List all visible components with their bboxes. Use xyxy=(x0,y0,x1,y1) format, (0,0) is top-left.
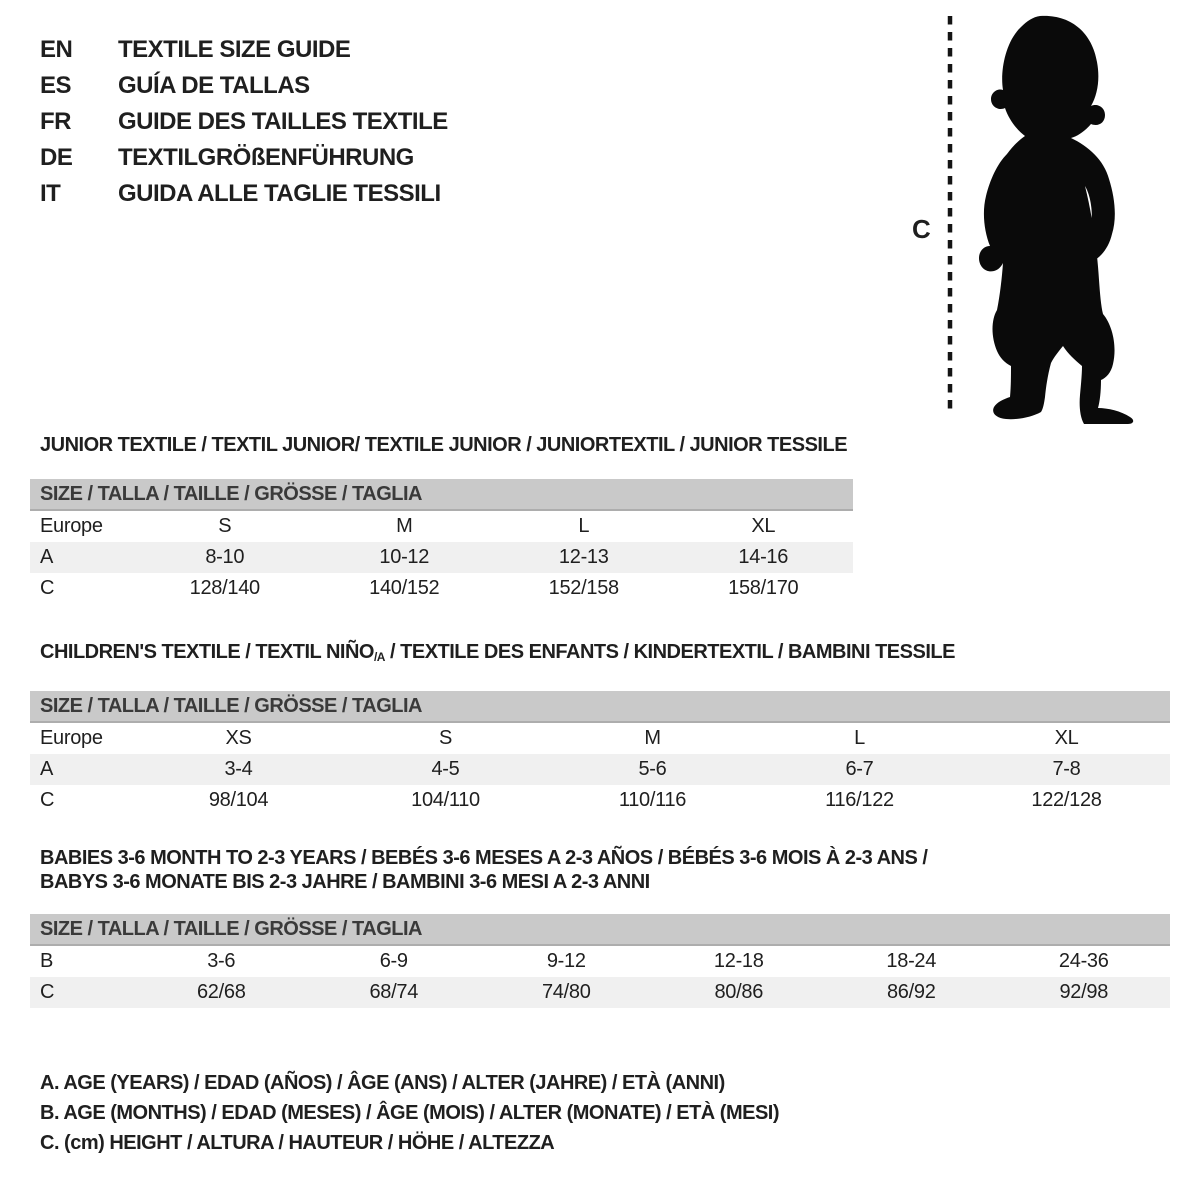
legend-line-c: C. (cm) HEIGHT / ALTURA / HAUTEUR / HÖHE… xyxy=(40,1132,555,1154)
junior-size-m: M xyxy=(396,515,413,537)
junior-size-l: L xyxy=(578,515,590,537)
babies-row-height-label: C xyxy=(40,981,55,1003)
children-height-s: 104/110 xyxy=(411,789,480,811)
children-heading: CHILDREN'S TEXTILE / TEXTIL NIÑO/A / TEX… xyxy=(40,640,1170,669)
lang-row-de: DE TEXTILGRÖßENFÜHRUNG xyxy=(40,140,448,176)
children-height-xs: 98/104 xyxy=(208,789,269,811)
babies-months-1: 3-6 xyxy=(207,950,236,972)
children-height-xl: 122/128 xyxy=(1031,789,1102,811)
lang-title-de: TEXTILGRÖßENFÜHRUNG xyxy=(118,144,414,171)
lang-title-it: GUIDA ALLE TAGLIE TESSILI xyxy=(118,180,441,207)
junior-size-table: SIZE / TALLA / TAILLE / GRÖSSE / TAGLIA … xyxy=(30,479,853,604)
babies-height-4: 80/86 xyxy=(714,981,764,1003)
children-age-xs: 3-4 xyxy=(224,758,253,780)
lang-row-it: IT GUIDA ALLE TAGLIE TESSILI xyxy=(40,176,448,212)
dashed-measure-line xyxy=(947,16,953,416)
junior-height-xl: 158/170 xyxy=(728,577,799,599)
babies-months-6: 24-36 xyxy=(1058,950,1109,972)
lang-code-en: EN xyxy=(40,36,73,63)
junior-age-m: 10-12 xyxy=(379,546,430,568)
lang-code-de: DE xyxy=(40,144,73,171)
babies-size-header-bar: SIZE / TALLA / TAILLE / GRÖSSE / TAGLIA xyxy=(30,914,1170,946)
junior-height-m: 140/152 xyxy=(369,577,440,599)
children-heading-suffix: / TEXTILE DES ENFANTS / KINDERTEXTIL / B… xyxy=(384,641,955,663)
children-size-s: S xyxy=(438,727,453,749)
babies-size-table: SIZE / TALLA / TAILLE / GRÖSSE / TAGLIA … xyxy=(30,914,1170,1008)
children-region-label: Europe xyxy=(40,727,103,749)
section-babies-textile: BABIES 3-6 MONTH TO 2-3 YEARS / BEBÉS 3-… xyxy=(30,846,1170,1008)
measure-label-c: C xyxy=(912,214,931,244)
junior-size-xl: XL xyxy=(751,515,776,537)
junior-row-age-label: A xyxy=(40,546,54,568)
children-height-m: 110/116 xyxy=(618,789,687,811)
children-size-table: SIZE / TALLA / TAILLE / GRÖSSE / TAGLIA … xyxy=(30,691,1170,816)
children-size-xl: XL xyxy=(1054,727,1079,749)
language-title-list: EN TEXTILE SIZE GUIDE ES GUÍA DE TALLAS … xyxy=(40,32,448,212)
junior-age-l: 12-13 xyxy=(558,546,609,568)
children-size-xs: XS xyxy=(225,727,252,749)
children-age-m: 5-6 xyxy=(638,758,667,780)
children-heading-prefix: CHILDREN'S TEXTILE / TEXTIL NIÑO xyxy=(40,641,374,663)
children-age-s: 4-5 xyxy=(431,758,460,780)
children-row-age-label: A xyxy=(40,758,54,780)
junior-region-label: Europe xyxy=(40,515,103,537)
junior-row-europe: Europe S M L XL xyxy=(30,511,853,542)
lang-title-es: GUÍA DE TALLAS xyxy=(118,72,310,99)
junior-height-l: 152/158 xyxy=(548,577,620,599)
children-row-height-label: C xyxy=(40,789,55,811)
measurement-legend: A. AGE (YEARS) / EDAD (AÑOS) / ÂGE (ANS)… xyxy=(40,1068,780,1158)
children-row-age: A 3-4 4-5 5-6 6-7 7-8 xyxy=(30,754,1170,785)
children-age-l: 6-7 xyxy=(845,758,874,780)
babies-months-4: 12-18 xyxy=(713,950,764,972)
children-row-europe: Europe XS S M L XL xyxy=(30,723,1170,754)
children-size-header-bar: SIZE / TALLA / TAILLE / GRÖSSE / TAGLIA xyxy=(30,691,1170,723)
lang-row-es: ES GUÍA DE TALLAS xyxy=(40,68,448,104)
junior-size-s: S xyxy=(218,515,232,537)
lang-row-en: EN TEXTILE SIZE GUIDE xyxy=(40,32,448,68)
junior-row-height-label: C xyxy=(40,577,55,599)
section-children-textile: CHILDREN'S TEXTILE / TEXTIL NIÑO/A / TEX… xyxy=(30,640,1170,816)
babies-heading: BABIES 3-6 MONTH TO 2-3 YEARS / BEBÉS 3-… xyxy=(40,846,1170,894)
children-row-height: C 98/104 104/110 110/116 116/122 122/128 xyxy=(30,785,1170,816)
babies-months-5: 18-24 xyxy=(886,950,937,972)
babies-row-months-label: B xyxy=(40,950,54,972)
legend-line-a: A. AGE (YEARS) / EDAD (AÑOS) / ÂGE (ANS)… xyxy=(40,1072,725,1094)
babies-height-6: 92/98 xyxy=(1059,981,1109,1003)
children-age-xl: 7-8 xyxy=(1052,758,1081,780)
children-size-l: L xyxy=(854,727,865,749)
junior-size-header-bar: SIZE / TALLA / TAILLE / GRÖSSE / TAGLIA xyxy=(30,479,853,511)
babies-row-months: B 3-6 6-9 9-12 12-18 18-24 24-36 xyxy=(30,946,1170,977)
junior-height-s: 128/140 xyxy=(189,577,261,599)
babies-height-3: 74/80 xyxy=(541,981,591,1003)
lang-title-en: TEXTILE SIZE GUIDE xyxy=(118,36,351,63)
junior-age-xl: 14-16 xyxy=(738,546,789,568)
junior-heading: JUNIOR TEXTILE / TEXTIL JUNIOR/ TEXTILE … xyxy=(40,434,848,456)
section-junior-textile: JUNIOR TEXTILE / TEXTIL JUNIOR/ TEXTILE … xyxy=(30,433,853,604)
children-size-m: M xyxy=(644,727,661,749)
children-height-l: 116/122 xyxy=(825,789,894,811)
babies-row-height: C 62/68 68/74 74/80 80/86 86/92 92/98 xyxy=(30,977,1170,1008)
babies-height-1: 62/68 xyxy=(196,981,246,1003)
lang-title-fr: GUIDE DES TAILLES TEXTILE xyxy=(118,108,448,135)
junior-row-height: C 128/140 140/152 152/158 158/170 xyxy=(30,573,853,604)
toddler-silhouette-icon xyxy=(979,15,1134,424)
babies-months-3: 9-12 xyxy=(546,950,586,972)
children-heading-sub: /A xyxy=(373,650,386,664)
junior-row-age: A 8-10 10-12 12-13 14-16 xyxy=(30,542,853,573)
height-figure: C xyxy=(900,0,1200,432)
lang-row-fr: FR GUIDE DES TAILLES TEXTILE xyxy=(40,104,448,140)
lang-code-es: ES xyxy=(40,72,72,99)
babies-height-5: 86/92 xyxy=(886,981,936,1003)
babies-heading-line2: BABYS 3-6 MONATE BIS 2-3 JAHRE / BAMBINI… xyxy=(40,871,650,893)
babies-months-2: 6-9 xyxy=(379,950,408,972)
babies-heading-line1: BABIES 3-6 MONTH TO 2-3 YEARS / BEBÉS 3-… xyxy=(40,847,928,869)
babies-height-2: 68/74 xyxy=(369,981,419,1003)
junior-age-s: 8-10 xyxy=(205,546,245,568)
lang-code-fr: FR xyxy=(40,108,72,135)
lang-code-it: IT xyxy=(40,180,61,207)
legend-line-b: B. AGE (MONTHS) / EDAD (MESES) / ÂGE (MO… xyxy=(40,1102,780,1124)
